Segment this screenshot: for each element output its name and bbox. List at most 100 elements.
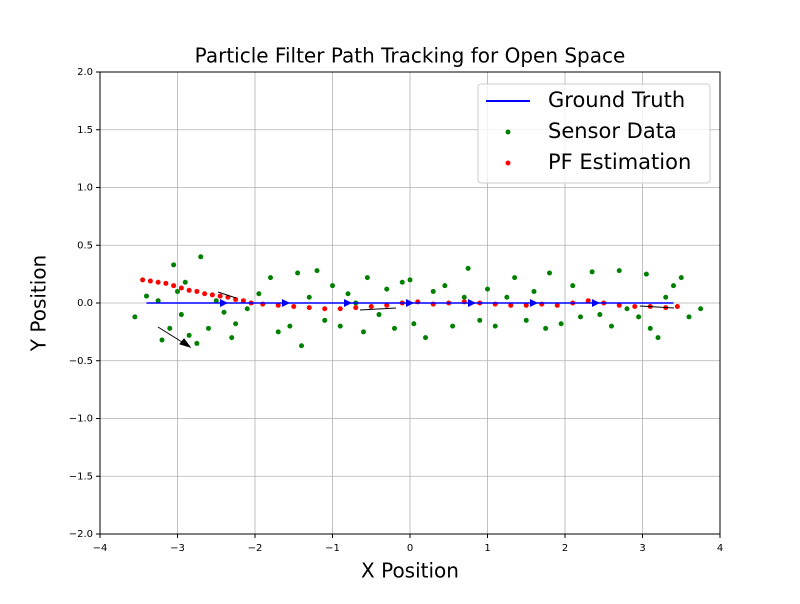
point — [337, 306, 343, 312]
x-tick-label: −3 — [170, 543, 185, 554]
point — [578, 314, 583, 320]
legend: Ground Truth Sensor Data PF Estimation — [477, 83, 711, 184]
point — [384, 286, 390, 292]
legend-label: PF Estimation — [548, 150, 691, 174]
y-tick-label: 0.0 — [77, 298, 93, 309]
point — [198, 254, 204, 260]
point — [376, 312, 382, 318]
point — [547, 270, 552, 276]
point — [461, 294, 467, 300]
point — [213, 298, 219, 304]
point — [492, 323, 498, 329]
point — [163, 280, 169, 286]
x-tick-label: −4 — [93, 543, 108, 554]
point — [407, 277, 413, 283]
arrow — [639, 305, 675, 309]
point — [485, 286, 490, 292]
y-tick-label: −1.5 — [69, 471, 93, 482]
point — [647, 325, 653, 331]
y-tick-label: 2.0 — [77, 67, 93, 78]
y-tick-label: −1.0 — [69, 414, 93, 425]
point — [430, 288, 436, 294]
point — [202, 291, 208, 297]
point — [558, 321, 564, 327]
point — [314, 268, 320, 274]
point — [256, 291, 262, 297]
point — [287, 323, 293, 329]
point — [477, 317, 483, 323]
point — [353, 305, 359, 311]
legend-label: Sensor Data — [548, 119, 677, 143]
point — [206, 325, 211, 331]
y-tick-label: 1.0 — [77, 183, 93, 194]
point — [159, 337, 165, 343]
y-tick-label: 1.5 — [77, 125, 93, 136]
point — [306, 305, 312, 311]
point — [523, 317, 529, 323]
x-tick-label: −1 — [325, 543, 340, 554]
point — [663, 294, 669, 300]
point — [442, 283, 448, 289]
point — [217, 293, 223, 299]
point — [140, 277, 146, 283]
point — [147, 278, 153, 284]
point — [175, 288, 180, 294]
point — [364, 275, 370, 281]
point — [155, 279, 161, 285]
point — [295, 270, 301, 276]
plot-frame — [99, 71, 721, 535]
y-tick-label: 0.5 — [77, 240, 93, 251]
point — [209, 292, 215, 298]
point — [361, 329, 366, 335]
point — [465, 265, 471, 271]
point — [299, 343, 304, 349]
point — [244, 306, 250, 312]
legend-box — [477, 83, 711, 184]
x-tick-label: 2 — [562, 543, 568, 554]
point — [155, 298, 161, 304]
y-tick-label: −2.0 — [69, 529, 93, 540]
legend-swatch — [505, 160, 511, 166]
point — [597, 312, 603, 318]
point — [616, 268, 622, 274]
point — [655, 335, 661, 341]
point — [221, 309, 227, 315]
point — [678, 275, 684, 281]
point — [144, 293, 149, 299]
point — [194, 288, 200, 294]
point — [322, 317, 328, 323]
point — [632, 303, 638, 309]
x-axis-label: X Position — [361, 559, 459, 583]
y-tick-label: −0.5 — [69, 356, 93, 367]
point — [368, 303, 374, 309]
point — [167, 325, 173, 331]
point — [616, 302, 622, 308]
point — [186, 287, 192, 293]
marks — [132, 254, 704, 349]
point — [132, 314, 138, 320]
point — [674, 303, 680, 309]
point — [275, 329, 281, 335]
point — [531, 288, 537, 294]
x-tick-label: 0 — [407, 543, 413, 554]
point — [624, 306, 630, 312]
point — [643, 271, 649, 277]
point — [233, 321, 239, 327]
point — [512, 275, 518, 281]
point — [392, 325, 397, 331]
point — [322, 306, 328, 312]
point — [330, 283, 335, 289]
point — [268, 275, 273, 281]
point — [698, 306, 704, 312]
arrow — [359, 307, 397, 311]
x-tick-label: 1 — [484, 543, 490, 554]
x-tick-label: −2 — [248, 543, 263, 554]
point — [636, 314, 642, 320]
point — [570, 283, 576, 289]
point — [229, 335, 235, 341]
point — [291, 303, 297, 309]
point — [337, 323, 343, 329]
point — [182, 279, 188, 285]
point — [178, 285, 184, 291]
point — [345, 291, 351, 297]
